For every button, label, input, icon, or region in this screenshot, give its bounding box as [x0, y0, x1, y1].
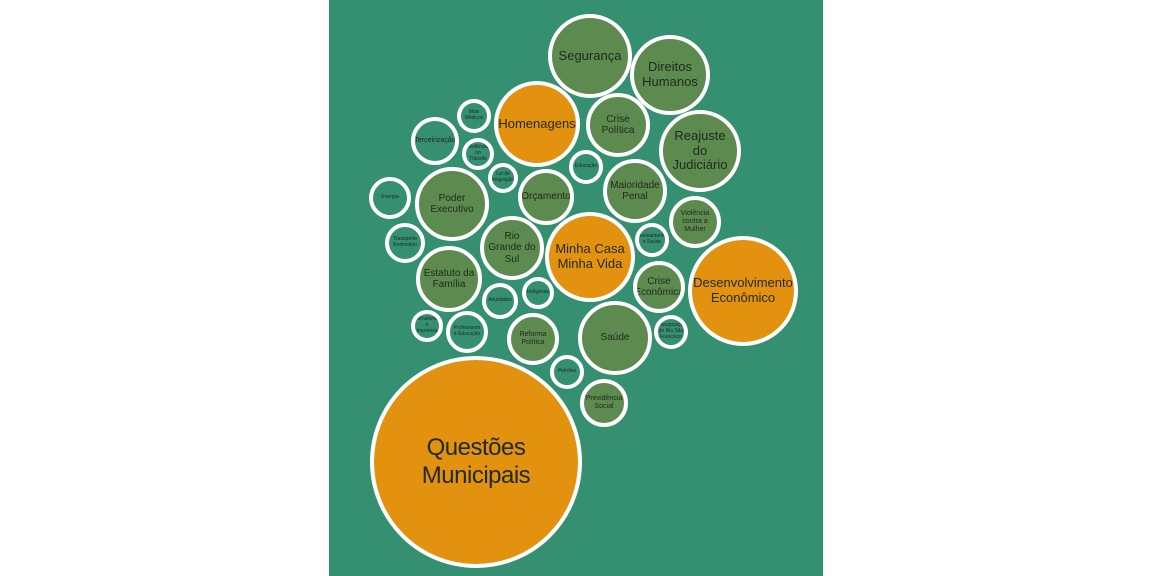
bubble-label: Transposição do Rio São Francisco: [656, 322, 686, 340]
bubble-label: Lei de imigração: [492, 171, 514, 183]
bubble-label: Reajuste do Judiciário: [672, 127, 728, 173]
bubble-violencia-mulher[interactable]: Violência contra a Mulher: [669, 196, 721, 248]
bubble-lei-imigracao[interactable]: Lei de imigração: [488, 163, 518, 193]
bubble-label: Segurança: [558, 47, 622, 63]
bubble-label: Indígenas: [527, 289, 549, 296]
bubble-poder-executivo[interactable]: Poder Executivo: [415, 167, 489, 241]
bubble-chart-panel: Questões Municipais Desenvolvimento Econô…: [329, 0, 823, 576]
bubble-anuidades[interactable]: Anuidades: [482, 283, 518, 319]
bubble-label: Crise Econômica: [634, 275, 684, 299]
bubble-minha-casa-minha-vida[interactable]: Minha Casa Minha Vida: [545, 212, 635, 302]
bubble-label: Estatuto da Família: [423, 267, 475, 291]
bubble-label: Mais Médicos: [464, 109, 484, 121]
bubble-transporte-rodoviario[interactable]: Transporte Rodoviário: [385, 223, 425, 263]
bubble-label: Poder Executivo: [430, 192, 474, 216]
bubble-transposicao-rio-sao-francisco[interactable]: Transposição do Rio São Francisco: [654, 315, 688, 349]
bubble-maioridade-penal[interactable]: Maioridade Penal: [603, 159, 667, 223]
bubble-estatuto-familia[interactable]: Estatuto da Família: [416, 246, 482, 312]
bubble-reajuste-judiciario[interactable]: Reajuste do Judiciário: [659, 110, 741, 192]
bubble-label: Energia: [381, 194, 399, 201]
bubble-desenvolvimento-economico[interactable]: Desenvolvimento Econômico: [688, 236, 798, 346]
bubble-crise-politica[interactable]: Crise Política: [586, 93, 650, 157]
bubble-saneamento-saude[interactable]: Saneamento e Saúde: [635, 223, 669, 257]
bubble-educacao[interactable]: Educação: [569, 150, 603, 184]
bubble-label: Violência contra a Mulher: [680, 209, 710, 234]
bubble-label: Crise Política: [601, 113, 635, 137]
bubble-orcamento[interactable]: Orçamento: [518, 169, 574, 225]
bubble-questoes-municipais[interactable]: Questões Municipais: [370, 356, 582, 568]
bubble-label: Rio Grande do Sul: [488, 230, 536, 265]
bubble-label: Jornalismo e Imprensa: [414, 316, 440, 334]
bubble-label: Previdência Social: [585, 394, 623, 410]
bubble-saude[interactable]: Saúde: [578, 301, 652, 375]
bubble-terceirizacao[interactable]: Terceirização: [411, 117, 459, 165]
bubble-label: Orçamento: [521, 191, 571, 203]
bubble-label: Professores e Educação: [453, 325, 481, 337]
bubble-previdencia-social[interactable]: Previdência Social: [580, 379, 628, 427]
bubble-label: Saúde: [600, 332, 630, 344]
bubble-label: Minha Casa Minha Vida: [555, 241, 625, 271]
bubble-label: Anuidades: [488, 297, 512, 304]
bubble-label: Direitos Humanos: [642, 59, 698, 89]
bubble-rio-grande-do-sul[interactable]: Rio Grande do Sul: [480, 216, 544, 280]
bubble-label: Transporte Rodoviário: [393, 236, 417, 248]
bubble-professores-educacao[interactable]: Professores e Educação: [446, 311, 488, 353]
bubble-label: Saneamento e Saúde: [637, 233, 667, 245]
bubble-reforma-politica[interactable]: Reforma Política: [507, 313, 559, 365]
bubble-label: Desenvolvimento Econômico: [693, 275, 793, 305]
bubble-petroleo[interactable]: Petróleo: [550, 355, 584, 389]
bubble-label: Homenagens: [498, 115, 576, 131]
bubble-label: Questões Municipais: [421, 434, 531, 489]
bubble-seguranca[interactable]: Segurança: [548, 14, 632, 98]
bubble-direitos-humanos[interactable]: Direitos Humanos: [630, 35, 710, 115]
bubble-label: Terceirização: [414, 136, 456, 144]
bubble-label: Reforma Política: [519, 330, 547, 346]
bubble-label: Educação: [574, 163, 598, 170]
bubble-label: Violência no Trânsito: [467, 144, 489, 162]
bubble-jornalismo-imprensa[interactable]: Jornalismo e Imprensa: [411, 310, 443, 342]
bubble-violencia-transito[interactable]: Violência no Trânsito: [462, 138, 494, 170]
bubble-crise-economica[interactable]: Crise Econômica: [633, 261, 685, 313]
bubble-indigenas[interactable]: Indígenas: [522, 277, 554, 309]
bubble-homenagens[interactable]: Homenagens: [494, 81, 580, 167]
bubble-label: Petróleo: [557, 368, 577, 375]
bubble-label: Maioridade Penal: [610, 179, 660, 203]
bubble-mais-medicos[interactable]: Mais Médicos: [457, 99, 491, 133]
bubble-energia[interactable]: Energia: [369, 177, 411, 219]
